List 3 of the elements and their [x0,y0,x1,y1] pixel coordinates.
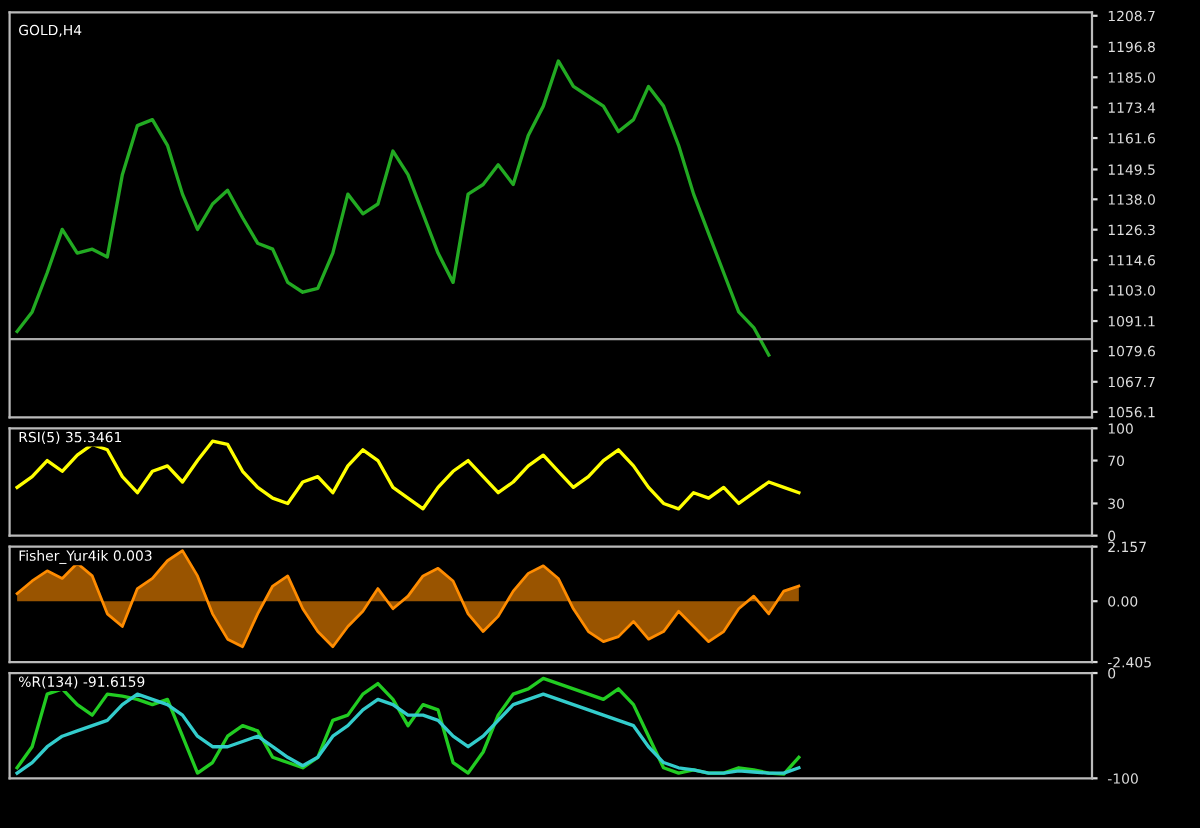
line-series [15,676,801,776]
line-series [15,59,771,357]
line-series [15,692,801,775]
